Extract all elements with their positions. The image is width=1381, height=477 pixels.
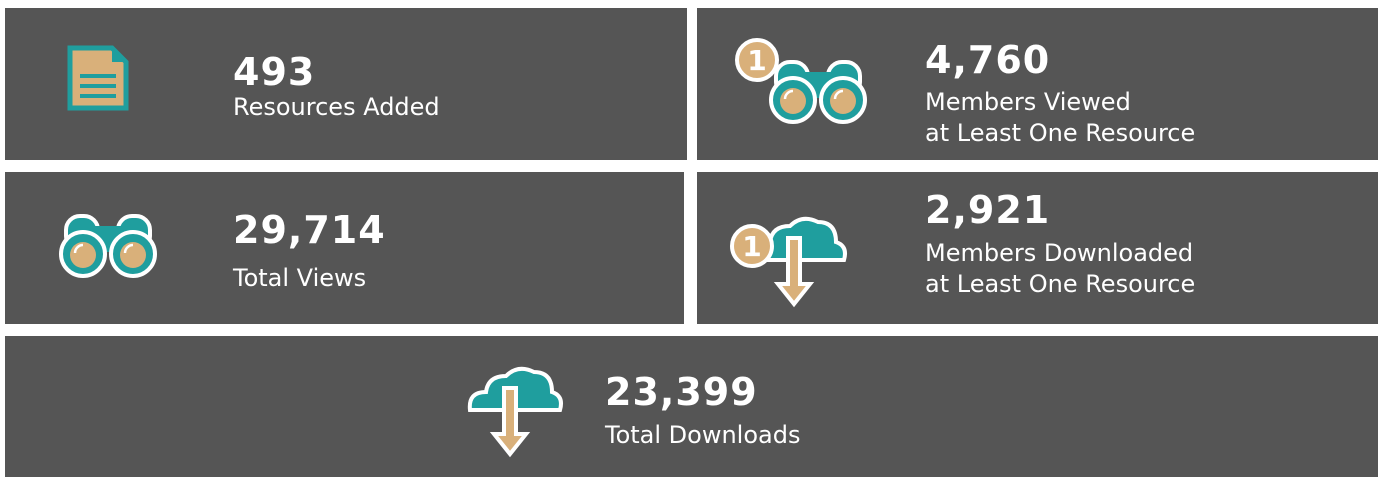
stat-label: Members Viewed at Least One Resource — [925, 87, 1195, 149]
label-line: Members Viewed — [925, 88, 1131, 116]
stat-value: 29,714 — [233, 208, 386, 252]
binoculars-badge-icon: 1 — [735, 38, 867, 124]
label-line: at Least One Resource — [925, 119, 1196, 147]
label-line: Resources Added — [233, 93, 440, 121]
stat-value: 23,399 — [605, 370, 758, 414]
tile — [5, 336, 1378, 477]
badge: 1 — [747, 44, 766, 77]
label-line: Total Views — [233, 264, 367, 292]
badge: 1 — [742, 230, 761, 263]
stat-value: 4,760 — [925, 38, 1051, 82]
document-icon — [67, 45, 129, 111]
stat-label: Total Views — [233, 263, 366, 294]
label-line: Total Downloads — [605, 421, 801, 449]
stat-label: Resources Added — [233, 92, 440, 123]
stat-label: Total Downloads — [605, 420, 800, 451]
stat-value: 493 — [233, 50, 316, 94]
download-badge-icon: 1 — [730, 216, 847, 306]
stat-value: 2,921 — [925, 188, 1051, 232]
download-icon — [467, 366, 563, 456]
label-line: Members Downloaded — [925, 239, 1194, 267]
stat-label: Members Downloaded at Least One Resource — [925, 238, 1195, 300]
binoculars-icon — [59, 214, 157, 278]
label-line: at Least One Resource — [925, 270, 1196, 298]
